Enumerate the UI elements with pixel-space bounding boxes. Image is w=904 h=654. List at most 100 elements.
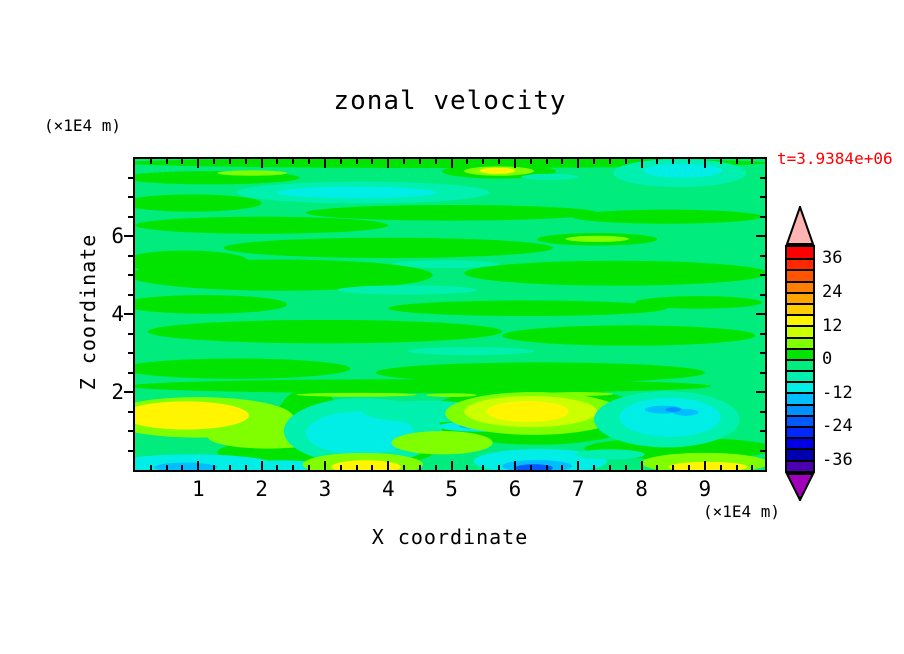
axis-tick <box>450 159 453 168</box>
axis-tick <box>355 159 358 164</box>
contour-blob <box>521 173 579 181</box>
x-tick-label: 8 <box>635 477 648 501</box>
axis-tick <box>260 159 263 168</box>
axis-tick <box>760 449 765 452</box>
x-tick-label: 9 <box>698 477 712 501</box>
axis-tick <box>703 461 706 470</box>
axis-tick <box>593 159 596 164</box>
axis-tick <box>355 465 358 470</box>
contour-blob <box>426 393 477 397</box>
colorbar <box>785 245 815 473</box>
contour-blob <box>135 358 351 379</box>
axis-tick <box>228 159 231 164</box>
colorbar-step <box>787 347 813 359</box>
contour-blob <box>464 260 765 286</box>
axis-tick <box>228 465 231 470</box>
colorbar-step <box>787 426 813 438</box>
contour-field <box>135 159 765 470</box>
axis-tick <box>128 430 133 433</box>
contour-blob <box>665 407 681 412</box>
axis-tick <box>688 159 691 164</box>
colorbar-step <box>787 269 813 281</box>
axis-tick <box>292 159 295 164</box>
contour-blob <box>296 392 417 397</box>
axis-tick <box>498 465 501 470</box>
axis-tick <box>529 159 532 164</box>
axis-tick <box>260 461 263 470</box>
colorbar-step <box>787 448 813 460</box>
colorbar-step <box>787 291 813 303</box>
contour-blob <box>643 163 722 178</box>
contour-blob <box>565 235 629 243</box>
contour-blob <box>135 379 712 394</box>
axis-tick <box>124 313 133 316</box>
colorbar-step <box>787 258 813 270</box>
x-tick-label: 1 <box>191 477 205 501</box>
contour-blob <box>575 449 645 460</box>
axis-tick <box>760 196 765 199</box>
axis-tick <box>719 159 722 164</box>
axis-tick <box>608 159 611 164</box>
axis-tick <box>128 449 133 452</box>
axis-tick <box>323 461 326 470</box>
axis-tick <box>482 159 485 164</box>
contour-blob <box>635 296 762 309</box>
contour-blob <box>391 260 500 269</box>
colorbar-tick-label: 24 <box>822 282 843 302</box>
x-tick-label: 5 <box>445 477 458 501</box>
axis-tick <box>128 352 133 355</box>
axis-tick <box>513 159 516 168</box>
axis-tick <box>244 465 247 470</box>
y-tick-label: 4 <box>111 302 124 327</box>
axis-tick <box>244 159 247 164</box>
axis-tick <box>751 159 754 164</box>
axis-tick <box>672 159 675 164</box>
axis-tick <box>466 465 469 470</box>
axis-tick <box>624 465 627 470</box>
contour-blob <box>388 300 667 317</box>
x-tick-label: 3 <box>318 477 332 501</box>
y-axis-label: Z coordinate <box>76 233 100 391</box>
contour-blob <box>514 464 553 470</box>
axis-tick <box>128 215 133 218</box>
contour-blob <box>407 347 534 356</box>
axis-tick <box>213 159 216 164</box>
colorbar-tick-label: -12 <box>822 382 853 403</box>
contour-blob <box>479 167 515 174</box>
axis-tick <box>513 461 516 470</box>
axis-tick <box>165 159 168 164</box>
axis-tick <box>735 159 738 164</box>
x-tick-label: 4 <box>381 477 395 501</box>
colorbar-tick-label: -24 <box>822 416 853 437</box>
axis-tick <box>128 332 133 335</box>
colorbar-step <box>787 370 813 382</box>
axis-tick <box>434 465 437 470</box>
x-axis-label: X coordinate <box>371 525 529 549</box>
axis-tick <box>756 391 765 394</box>
axis-tick <box>371 159 374 164</box>
axis-tick <box>760 215 765 218</box>
axis-tick <box>128 274 133 277</box>
colorbar-tick-label: 12 <box>822 315 843 336</box>
colorbar-step <box>787 392 813 404</box>
axis-tick <box>308 159 311 164</box>
axis-tick <box>640 461 643 470</box>
axis-tick <box>760 430 765 433</box>
contour-blob <box>135 401 249 430</box>
contour-blob <box>217 170 287 176</box>
colorbar-step <box>787 381 813 393</box>
axis-tick <box>165 465 168 470</box>
axis-tick <box>760 332 765 335</box>
contour-blob <box>135 194 262 212</box>
axis-tick <box>128 254 133 257</box>
axis-tick <box>561 465 564 470</box>
axis-tick <box>128 176 133 179</box>
axis-tick <box>640 159 643 168</box>
colorbar-step <box>787 414 813 426</box>
axis-tick <box>418 159 421 164</box>
axis-tick <box>751 465 754 470</box>
contour-blob <box>337 285 477 295</box>
axis-tick <box>128 410 133 413</box>
axis-tick <box>418 465 421 470</box>
